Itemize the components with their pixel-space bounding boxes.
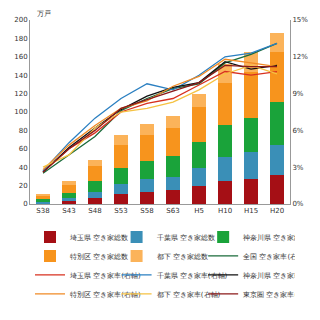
svg-text:全国 空き家率(右軸): 全国 空き家率(右軸)	[243, 253, 295, 261]
svg-text:6%: 6%	[292, 127, 303, 135]
svg-text:40: 40	[19, 164, 28, 172]
svg-text:神奈川県 空き家率(右軸): 神奈川県 空き家率(右軸)	[243, 272, 295, 280]
svg-text:20: 20	[19, 182, 28, 190]
svg-text:特別区 空き家率(右軸): 特別区 空き家率(右軸)	[70, 291, 141, 299]
svg-text:80: 80	[19, 127, 28, 135]
svg-text:100: 100	[14, 108, 27, 116]
svg-text:60: 60	[19, 145, 28, 153]
svg-text:H10: H10	[218, 207, 232, 215]
svg-text:東京圏 空き家率(右軸): 東京圏 空き家率(右軸)	[243, 291, 295, 299]
svg-text:140: 140	[14, 72, 27, 80]
svg-text:H20: H20	[270, 207, 284, 215]
svg-text:千葉県 空き家率(右軸): 千葉県 空き家率(右軸)	[157, 272, 228, 280]
svg-text:12%: 12%	[292, 53, 308, 61]
svg-text:0: 0	[23, 200, 27, 208]
svg-text:神奈川県 空き家総数: 神奈川県 空き家総数	[243, 234, 295, 242]
svg-text:H15: H15	[244, 207, 258, 215]
svg-text:千葉県 空き家総数: 千葉県 空き家総数	[157, 234, 215, 242]
svg-text:120: 120	[14, 90, 27, 98]
svg-text:埼玉県 空き家総数: 埼玉県 空き家総数	[69, 234, 128, 242]
svg-text:S48: S48	[88, 207, 101, 215]
svg-text:万戸: 万戸	[37, 10, 51, 18]
svg-text:S58: S58	[140, 207, 153, 215]
svg-text:200: 200	[14, 16, 27, 24]
svg-text:S43: S43	[62, 207, 75, 215]
svg-text:都下 空き家総数: 都下 空き家総数	[157, 253, 208, 261]
svg-text:160: 160	[14, 53, 27, 61]
svg-text:S53: S53	[114, 207, 127, 215]
svg-text:15%: 15%	[292, 16, 308, 24]
svg-text:180: 180	[14, 35, 27, 43]
svg-text:0%: 0%	[292, 200, 303, 208]
svg-text:特別区 空き家総数: 特別区 空き家総数	[70, 253, 128, 261]
svg-text:都下 空き家率(右軸): 都下 空き家率(右軸)	[157, 291, 221, 299]
svg-text:埼玉県 空き家率(右軸): 埼玉県 空き家率(右軸)	[69, 272, 141, 280]
svg-text:S63: S63	[166, 207, 179, 215]
svg-text:3%: 3%	[292, 164, 303, 172]
svg-text:9%: 9%	[292, 90, 303, 98]
svg-text:H5: H5	[194, 207, 204, 215]
svg-text:S38: S38	[36, 207, 49, 215]
